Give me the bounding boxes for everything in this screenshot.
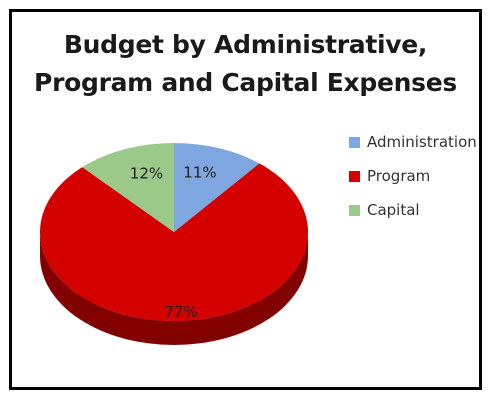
- legend: Administration Program Capital: [349, 125, 477, 227]
- pie-label-capital: 12%: [130, 164, 163, 182]
- pie-side-program: [40, 232, 308, 345]
- legend-item-capital: Capital: [349, 193, 477, 227]
- pie-slices: [40, 143, 309, 322]
- pie-data-labels: 11% 77% 12%: [130, 164, 217, 321]
- legend-label-capital: Capital: [367, 201, 420, 219]
- legend-swatch-administration: [349, 136, 360, 148]
- chart-title-line-1: Budget by Administrative,: [63, 30, 428, 59]
- chart-title-line-2: Program and Capital Expenses: [34, 68, 457, 97]
- pie-slice-capital: [82, 143, 174, 232]
- pie-slice-program: [40, 163, 309, 322]
- legend-swatch-capital: [349, 204, 360, 216]
- legend-item-administration: Administration: [349, 125, 477, 159]
- pie-label-program: 77%: [164, 303, 197, 321]
- chart-frame: Budget by Administrative, Program and Ca…: [9, 9, 482, 390]
- legend-label-administration: Administration: [367, 133, 477, 151]
- chart-title: Budget by Administrative, Program and Ca…: [12, 26, 479, 102]
- pie-slice-administration: [174, 143, 260, 232]
- legend-label-program: Program: [367, 167, 431, 185]
- legend-item-program: Program: [349, 159, 477, 193]
- pie-3d-sides: [40, 232, 308, 345]
- pie-label-administration: 11%: [183, 164, 216, 182]
- legend-swatch-program: [349, 170, 360, 182]
- pie-chart: 11% 77% 12%: [40, 143, 309, 345]
